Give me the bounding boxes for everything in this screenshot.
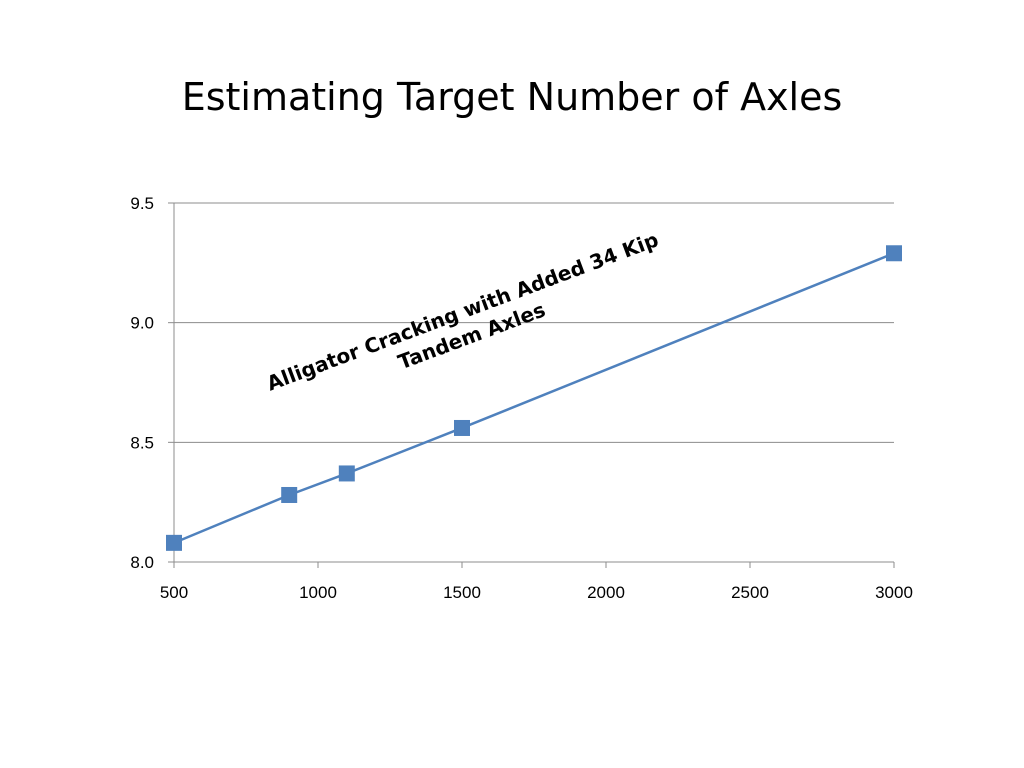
- x-tick-label: 500: [160, 583, 188, 602]
- axes: [168, 202, 895, 568]
- chart-annotation: Alligator Cracking with Added 34 KipTand…: [263, 227, 661, 395]
- y-tick-label: 9.0: [130, 314, 154, 333]
- x-tick-label: 2500: [731, 583, 769, 602]
- x-tick-label: 2000: [587, 583, 625, 602]
- data-point-marker: [454, 419, 470, 436]
- series: [166, 245, 902, 551]
- y-tick-label: 8.0: [130, 553, 154, 572]
- x-tick-label: 3000: [875, 583, 913, 602]
- tick-labels: 8.0 8.5 9.0 9.5 500 1000 1500 2000 2500 3000: [130, 194, 913, 602]
- data-point-marker: [338, 465, 355, 482]
- x-tick-label: 1500: [443, 583, 481, 602]
- slide-title: Estimating Target Number of Axles: [181, 75, 843, 119]
- data-point-marker: [166, 534, 182, 551]
- y-tick-label: 9.5: [130, 194, 154, 213]
- y-tick-label: 8.5: [130, 433, 154, 452]
- data-point-marker: [281, 486, 298, 503]
- x-tick-label: 1000: [299, 583, 337, 602]
- grid-lines: [174, 202, 894, 443]
- annotation-text: Alligator Cracking with Added 34 KipTand…: [263, 227, 661, 395]
- data-point-marker: [886, 245, 902, 262]
